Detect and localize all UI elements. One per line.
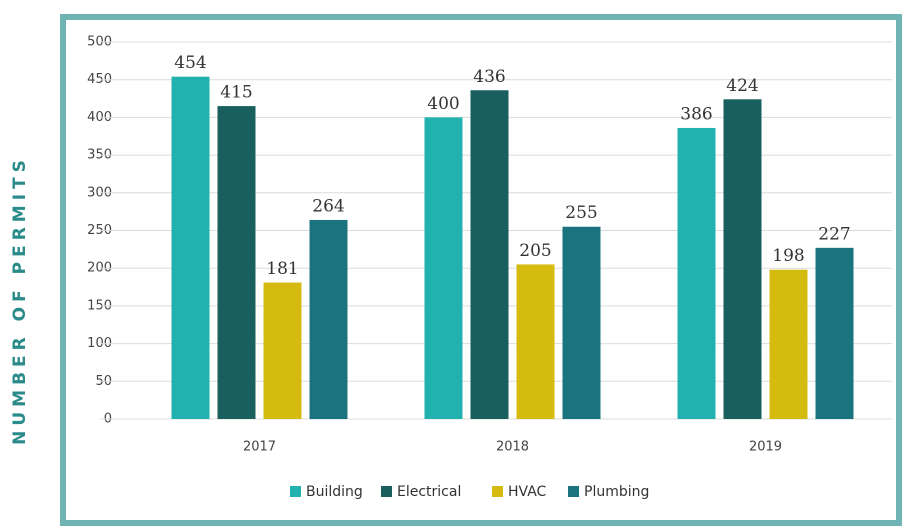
legend-swatch: [290, 486, 301, 497]
bar: [424, 117, 463, 420]
legend-label: HVAC: [508, 484, 547, 500]
bar: [470, 90, 509, 420]
bar: [217, 106, 256, 419]
legend-swatch: [492, 486, 503, 497]
x-tick-label: 2017: [243, 440, 276, 455]
legend-label: Building: [306, 484, 363, 500]
y-tick-label: 450: [87, 72, 112, 87]
value-label: 400: [427, 94, 459, 114]
y-tick-label: 350: [87, 148, 112, 163]
frame: [60, 14, 902, 526]
value-label: 181: [266, 259, 298, 279]
y-tick-label: 300: [87, 185, 112, 200]
bar: [263, 282, 302, 419]
value-label: 205: [519, 241, 551, 261]
y-tick-label: 200: [87, 261, 112, 276]
legend-label: Electrical: [397, 484, 461, 500]
bar: [815, 247, 854, 419]
bar: [516, 264, 555, 419]
legend-swatch: [381, 486, 392, 497]
y-tick-label: 100: [87, 336, 112, 351]
y-axis-label: NUMBER OF PERMITS: [10, 155, 30, 445]
y-tick-label: 150: [87, 298, 112, 313]
value-label: 255: [565, 203, 597, 223]
y-tick-label: 250: [87, 223, 112, 238]
x-tick-label: 2018: [496, 440, 529, 455]
bar: [723, 99, 762, 419]
y-tick-label: 500: [87, 35, 112, 50]
value-label: 436: [473, 67, 505, 87]
x-tick-label: 2019: [749, 440, 782, 455]
bar: [769, 269, 808, 419]
value-label: 454: [174, 53, 206, 73]
legend-swatch: [568, 486, 579, 497]
y-tick-label: 400: [87, 110, 112, 125]
value-label: 415: [220, 83, 252, 103]
value-label: 227: [818, 224, 850, 244]
value-label: 386: [680, 104, 712, 124]
value-label: 264: [312, 196, 344, 216]
value-label: 424: [726, 76, 758, 96]
bar: [171, 76, 210, 420]
bar: [677, 127, 716, 420]
value-label: 198: [772, 246, 804, 266]
legend-label: Plumbing: [584, 484, 649, 500]
bar: [309, 219, 348, 419]
bar: [562, 226, 601, 419]
